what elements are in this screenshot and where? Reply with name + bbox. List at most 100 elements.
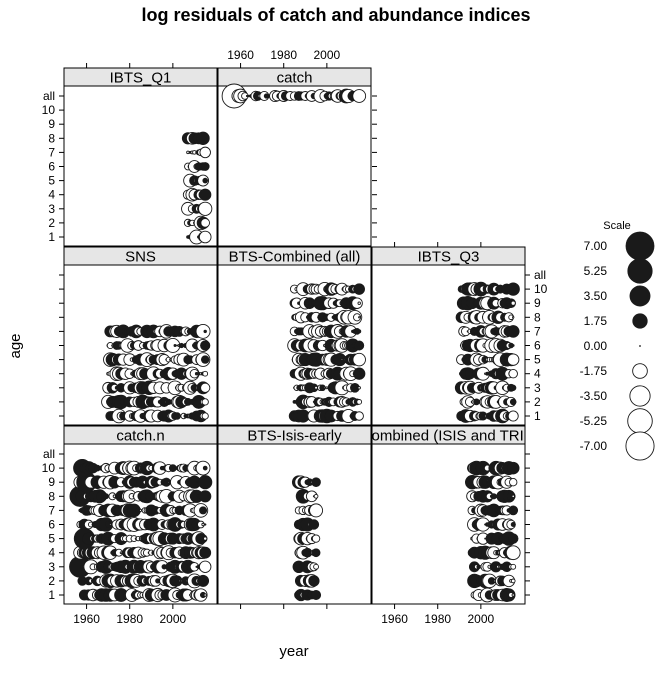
- y-tick-label: all: [43, 89, 55, 103]
- residual-bubble: [358, 316, 361, 319]
- panel-frame: [217, 85, 372, 247]
- y-tick-label: 6: [534, 339, 541, 353]
- residual-bubble: [357, 301, 361, 305]
- residual-bubble: [203, 593, 207, 597]
- legend-bubble: [629, 385, 651, 407]
- residual-bubble: [199, 490, 212, 503]
- legend-label: -1.75: [580, 364, 608, 378]
- residual-bubble: [508, 368, 518, 379]
- residual-bubble: [353, 313, 362, 322]
- x-tick-label: 1960: [73, 612, 100, 626]
- panel-ibts-q1: IBTS_Q1: [63, 67, 218, 247]
- legend-bubble: [625, 431, 655, 461]
- legend-bubble: [632, 363, 648, 379]
- residual-bubble: [506, 461, 520, 475]
- residual-bubble: [511, 593, 515, 597]
- residual-bubble: [510, 522, 516, 527]
- bubble-series: [454, 281, 520, 424]
- residual-bubble: [203, 329, 207, 334]
- panel-strip-label: BTS-Combined (ISIS and TRIDENS): [327, 428, 571, 445]
- panel-strip-label: IBTS_Q3: [418, 249, 480, 266]
- residual-bubble: [505, 545, 521, 561]
- legend-label: -5.25: [580, 414, 608, 428]
- x-tick-label: 1980: [270, 48, 297, 62]
- residual-bubble: [198, 201, 213, 216]
- panel-strip-label: IBTS_Q1: [110, 70, 172, 87]
- residual-bubble: [204, 523, 207, 526]
- legend-bubble: [627, 408, 653, 434]
- bubble-series: [181, 131, 213, 245]
- residual-bubble: [357, 386, 361, 390]
- residual-bubble: [203, 579, 207, 583]
- x-tick-label: 1980: [116, 612, 143, 626]
- residual-bubble: [202, 465, 208, 471]
- residual-bubble: [203, 136, 207, 140]
- y-tick-label: 5: [534, 353, 541, 367]
- chart-title: log residuals of catch and abundance ind…: [141, 5, 530, 25]
- legend-bubble: [632, 313, 648, 329]
- residual-bubble: [311, 534, 321, 543]
- residual-bubble: [309, 503, 324, 518]
- residual-bubble: [109, 523, 112, 526]
- residual-bubble: [507, 353, 520, 366]
- panel-strip-label: catch: [277, 70, 313, 87]
- residual-bubble: [203, 536, 208, 541]
- residual-bubble: [323, 386, 326, 390]
- residual-bubble: [511, 344, 515, 347]
- residual-bubble: [509, 478, 518, 487]
- residual-bubble: [510, 578, 516, 584]
- residual-bubble: [356, 399, 363, 405]
- legend-label: 3.50: [584, 289, 608, 303]
- residual-bubble: [506, 325, 520, 338]
- residual-bubble: [354, 411, 364, 421]
- y-tick-label: 2: [48, 574, 55, 588]
- residual-bubble: [510, 384, 517, 391]
- residual-bubble: [200, 382, 211, 393]
- bubble-series: [465, 460, 521, 603]
- residual-bubble: [315, 523, 318, 526]
- residual-bubble: [200, 340, 211, 351]
- residual-bubble: [195, 481, 198, 484]
- residual-bubble: [511, 494, 515, 499]
- legend-title: Scale: [603, 220, 631, 232]
- y-tick-label: 2: [534, 395, 541, 409]
- residual-bubble: [201, 355, 210, 364]
- legend-bubble: [627, 258, 653, 284]
- x-axis-ticks: [394, 242, 482, 247]
- residual-bubble: [353, 283, 365, 295]
- bubble-series: [221, 83, 367, 109]
- x-tick-label: 2000: [160, 612, 187, 626]
- y-tick-label: 1: [48, 230, 55, 244]
- residual-bubble: [340, 358, 344, 361]
- residual-bubble: [197, 574, 210, 587]
- y-tick-label: 7: [48, 145, 55, 159]
- bubble-series: [287, 281, 366, 424]
- y-tick-label: 1: [48, 588, 55, 602]
- residual-bubble: [178, 414, 181, 418]
- y-tick-label: 2: [48, 216, 55, 230]
- x-tick-label: 1960: [381, 612, 408, 626]
- legend-label: 7.00: [584, 239, 608, 253]
- y-tick-label: 9: [48, 117, 55, 131]
- residual-bubble: [510, 300, 516, 306]
- panel-strip-label: catch.n: [116, 428, 164, 445]
- residual-bubble: [199, 146, 211, 159]
- x-axis-ticks: [86, 63, 174, 68]
- residual-bubble: [308, 519, 320, 530]
- panel-ibts-q3: IBTS_Q3: [371, 246, 526, 426]
- y-tick-label: 10: [42, 461, 56, 475]
- panel-strip-label: SNS: [125, 249, 156, 266]
- y-tick-label: 4: [48, 188, 55, 202]
- residual-bubble: [198, 230, 212, 244]
- residual-bubble: [203, 508, 207, 512]
- residual-bubble: [506, 491, 516, 501]
- y-tick-label: all: [43, 447, 55, 461]
- x-tick-label: 2000: [314, 48, 341, 62]
- residual-bubble: [311, 548, 321, 558]
- panel-frame: [217, 443, 372, 605]
- residual-bubble: [178, 579, 181, 583]
- x-tick-label: 1960: [227, 48, 254, 62]
- legend-bubble: [625, 231, 655, 261]
